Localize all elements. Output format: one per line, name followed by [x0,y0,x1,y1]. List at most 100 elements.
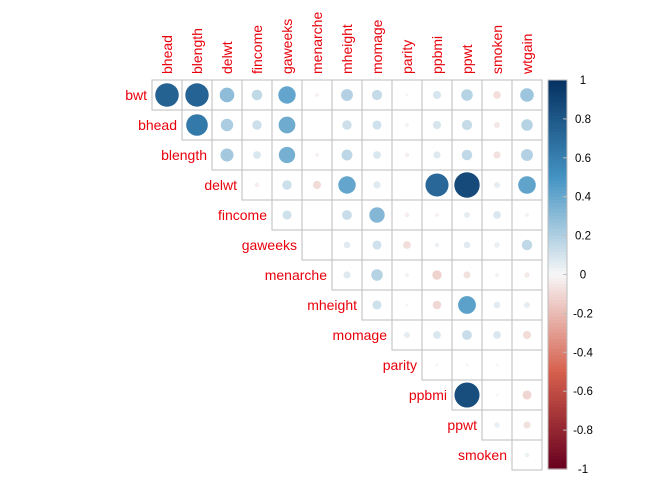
correlation-circle-mheight-wtgain [523,301,531,309]
correlation-circle-blength-smoken [493,151,501,159]
colorbar-strip [548,99,567,104]
colorbar-strip [548,436,567,441]
correlation-circle-bhead-delwt [220,118,234,132]
colorbar-strip [548,190,567,195]
colorbar-strip [548,229,567,233]
colorbar-strip [548,251,567,256]
colorbar-strip [548,122,567,126]
correlation-circle-bwt-ppwt [461,89,473,101]
correlation-circle-delwt-mheight [338,176,356,194]
colorbar-strip [548,170,567,175]
colorbar-strip [548,336,567,340]
colorbar-strip [548,459,567,464]
correlation-circle-bwt-wtgain [520,88,534,102]
correlation-circle-delwt-wtgain [518,176,536,194]
correlation-circle-fincome-wtgain [525,213,529,217]
colorbar-tick-label: -0.4 [573,347,593,359]
correlation-circle-gaweeks-ppwt [463,241,471,249]
colorbar-strip [548,319,567,324]
correlation-circle-bwt-smoken [493,91,501,99]
colorbar-strip [548,410,567,415]
correlation-circle-mheight-parity [405,303,409,307]
colorbar-strip [548,135,567,139]
correlation-circle-bhead-ppwt [461,119,473,131]
correlation-circle-bhead-parity [405,123,409,127]
correlation-circle-blength-delwt [220,148,234,162]
correlation-circle-bhead-fincome [252,120,262,130]
colorbar-strip [548,368,567,373]
colorbar-strip [548,313,567,318]
colorbar-strip [548,407,567,412]
correlation-circle-fincome-ppwt [463,211,471,219]
colorbar-strip [548,206,567,211]
colorbar-strip [548,248,567,253]
correlation-circle-smoken-wtgain [524,452,530,458]
colorbar-strip [548,423,567,428]
correlation-circle-menarche-smoken [495,273,499,277]
colorbar-strip [548,203,567,208]
row-label-momage: momage [333,327,388,343]
colorbar-strip [548,193,567,198]
correlation-circle-blength-parity [404,152,410,158]
row-label-ppbmi: ppbmi [409,387,447,403]
colorbar-strip [548,148,567,152]
colorbar-tick-label: 0.8 [575,114,591,126]
colorbar-strip [548,89,567,94]
correlation-circle-momage-parity [403,331,411,339]
correlation-circle-delwt-gaweeks [282,180,292,190]
colorbar-strip [548,86,567,91]
colorbar-tick-label: 0.4 [575,192,592,204]
correlation-circle-blength-momage [373,151,381,159]
correlation-circle-blength-ppbmi [433,151,441,159]
correlation-circle-fincome-mheight [342,210,352,220]
correlation-circle-menarche-wtgain [524,272,530,278]
correlation-circle-momage-smoken [493,331,501,339]
colorbar-strip [548,378,567,383]
correlation-circle-delwt-fincome [254,182,260,188]
correlation-circle-delwt-momage [373,181,381,189]
colorbar-strip [548,355,567,360]
correlation-circle-parity-ppwt [465,363,469,367]
colorbar-strip [548,342,567,347]
colorbar-strip [548,245,567,250]
colorbar-strip [548,216,567,220]
correlation-circle-delwt-ppbmi [425,173,449,197]
colorbar-strip [548,404,567,409]
colorbar-tick-label: -0.6 [573,386,593,398]
colorbar-strip [548,212,567,217]
correlation-circle-delwt-ppwt [454,172,480,198]
correlation-circle-gaweeks-momage [372,240,382,250]
colorbar-tick-label: 0 [580,270,586,282]
correlation-circle-bhead-ppbmi [432,120,442,130]
correlation-circle-bwt-menarche [315,93,319,97]
colorbar-strip [548,277,567,282]
correlation-circle-mheight-momage [372,300,382,310]
row-label-ppwt: ppwt [447,417,477,433]
grid-cell [361,79,393,111]
correlation-circle-menarche-parity [405,273,409,277]
colorbar-strip [548,141,567,146]
correlation-circle-gaweeks-parity [403,241,411,249]
correlation-circle-momage-wtgain [522,330,532,340]
grid-cell [511,319,543,351]
colorbar-strip [548,417,567,421]
colorbar-strip [548,384,567,389]
colorbar-strip [548,462,567,467]
correlation-circle-fincome-gaweeks [282,210,292,220]
correlation-circle-bwt-ppbmi [432,90,442,100]
colorbar-strip [548,180,567,185]
row-label-delwt: delwt [204,177,237,193]
colorbar-strip [548,105,567,110]
row-label-fincome: fincome [218,207,267,223]
correlation-circle-fincome-smoken [493,211,501,219]
correlation-circle-mheight-ppbmi [432,300,442,310]
correlation-circle-momage-ppwt [462,330,472,340]
colorbar-strip [548,446,567,451]
colorbar-strip [548,92,567,97]
correlation-circle-bhead-wtgain [521,119,533,131]
colorbar-strip [548,115,567,120]
colorbar-strip [548,329,567,334]
row-label-bhead: bhead [138,117,177,133]
correlation-circle-blength-wtgain [521,149,533,161]
correlation-circle-delwt-menarche [312,180,322,190]
